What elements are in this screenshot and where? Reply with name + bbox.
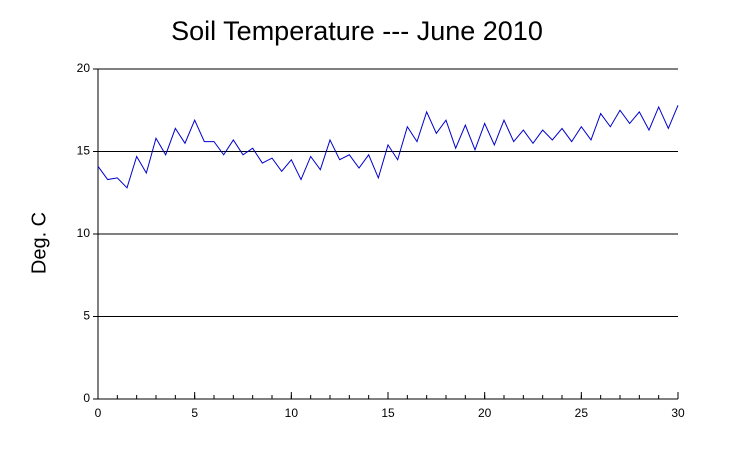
x-tick-label: 20 <box>478 406 492 420</box>
y-tick-label: 20 <box>77 61 91 75</box>
y-axis-label: Deg. C <box>28 212 50 274</box>
y-tick-label: 5 <box>83 309 90 323</box>
y-tick-label: 15 <box>77 144 91 158</box>
chart-title: Soil Temperature --- June 2010 <box>171 16 543 46</box>
x-tick-label: 10 <box>285 406 299 420</box>
x-tick-label: 25 <box>575 406 589 420</box>
x-tick-label: 5 <box>191 406 198 420</box>
x-tick-label: 30 <box>671 406 685 420</box>
x-tick-label: 0 <box>95 406 102 420</box>
x-tick-label: 15 <box>381 406 395 420</box>
data-line <box>97 105 679 189</box>
y-tick-label: 0 <box>83 391 90 405</box>
y-tick-label: 10 <box>77 226 91 240</box>
